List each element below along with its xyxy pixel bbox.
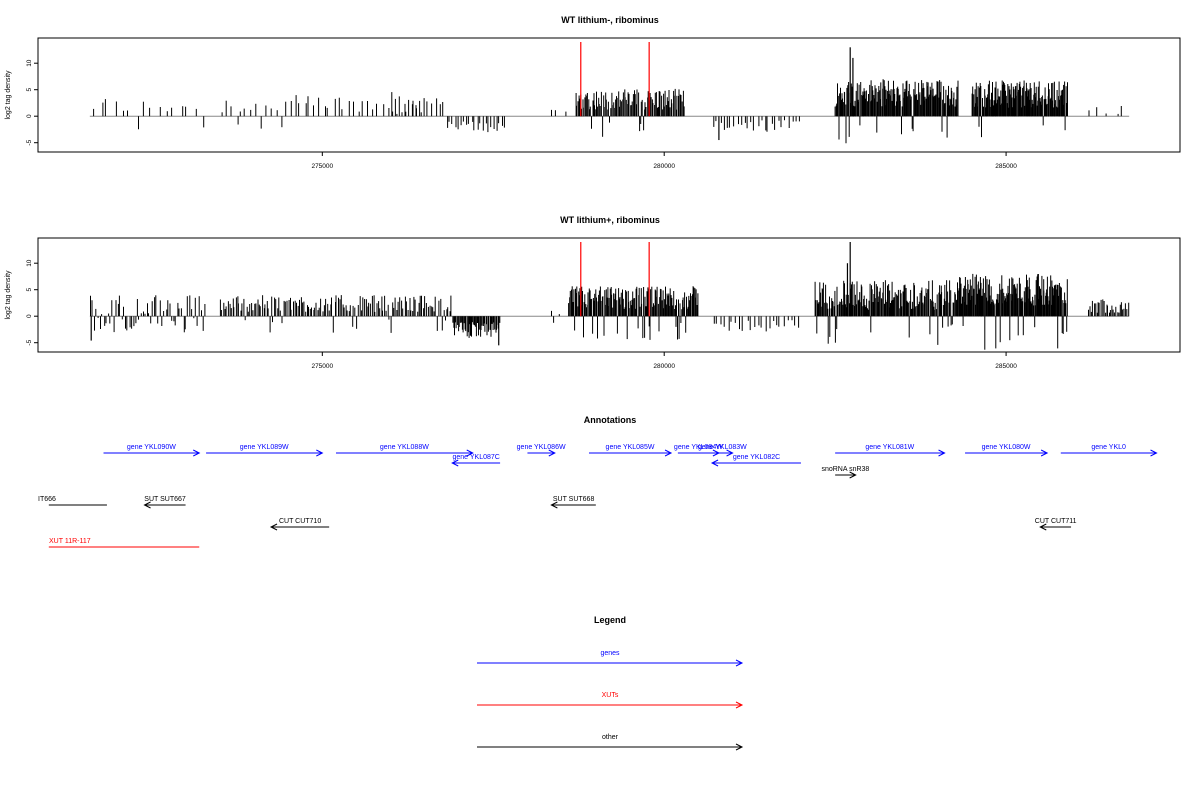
- strand-arrow: [550, 501, 558, 509]
- feature-label: gene YKL087C: [452, 454, 499, 461]
- density-bars: [90, 242, 1130, 350]
- panel-title: WT lithium-, ribominus: [561, 15, 659, 25]
- gene-feature: gene YKL089W: [206, 444, 324, 457]
- gene-feature: gene YKL0: [1060, 444, 1158, 457]
- other-feature: snoRNA snR38: [821, 466, 869, 479]
- strand-arrow: [466, 449, 474, 457]
- strand-arrow: [1039, 523, 1047, 531]
- x-axis: 275000 280000 285000: [311, 152, 1017, 170]
- legend-label: other: [602, 734, 619, 741]
- y-tick-label: 10: [26, 59, 33, 67]
- other-feature: SUT SUT668: [550, 496, 596, 509]
- legend: Legend genes XUTs other: [477, 615, 744, 751]
- gene-feature: gene YKL082C: [710, 454, 801, 467]
- strand-arrow: [849, 471, 857, 479]
- x-tick-label: 280000: [653, 363, 675, 370]
- strand-arrow: [143, 501, 151, 509]
- marker-lines: [580, 242, 650, 317]
- y-tick-label: -5: [26, 339, 33, 345]
- feature-label: gene YKL082C: [733, 454, 780, 461]
- feature-label: gene YKL0: [1091, 444, 1126, 451]
- strand-arrow: [664, 449, 673, 457]
- y-tick-label: 5: [26, 288, 33, 292]
- y-tick-label: 5: [26, 88, 33, 92]
- feature-label: gene YKL081W: [865, 444, 914, 451]
- y-tick-label: 0: [26, 114, 33, 118]
- legend-title: Legend: [594, 615, 626, 625]
- gene-feature: gene YKL088W: [335, 444, 474, 457]
- feature-label: gene YKL083W: [698, 444, 747, 451]
- strand-arrow: [726, 449, 734, 457]
- y-tick-label: 10: [26, 259, 33, 267]
- xut-feature: XUT 11R-117: [48, 538, 200, 548]
- strand-arrow: [710, 459, 719, 467]
- track-panel-lithium-minus: WT lithium-, ribominus log2 tag density …: [5, 15, 1181, 170]
- feature-label: gene YKL090W: [127, 444, 176, 451]
- feature-label: CUT CUT711: [1035, 518, 1077, 525]
- feature-label: snoRNA snR38: [821, 466, 869, 473]
- gene-feature: gene YKL080W: [965, 444, 1049, 457]
- y-axis-label: log2 tag density: [5, 270, 12, 320]
- feature-label: IT666: [38, 496, 56, 503]
- strand-arrow: [548, 449, 556, 457]
- x-tick-label: 285000: [995, 363, 1017, 370]
- y-axis: -5 0 5 10: [26, 59, 39, 146]
- feature-label: gene YKL084W: [674, 444, 723, 451]
- x-axis: 275000 280000 285000: [311, 352, 1017, 370]
- legend-arrow: [735, 701, 744, 709]
- gene-feature: gene YKL085W: [588, 444, 673, 457]
- strand-arrow: [193, 449, 201, 457]
- feature-label: CUT CUT710: [279, 518, 321, 525]
- x-tick-label: 275000: [311, 163, 333, 170]
- x-tick-label: 275000: [311, 363, 333, 370]
- density-bars: [93, 47, 1122, 144]
- legend-label: XUTs: [602, 692, 619, 699]
- y-axis: -5 0 5 10: [26, 259, 39, 346]
- legend-label: genes: [600, 650, 620, 657]
- x-tick-label: 285000: [995, 163, 1017, 170]
- gene-feature: gene YKL086W: [517, 444, 566, 457]
- other-feature: SUT SUT667: [143, 496, 186, 509]
- annotations-track: Annotations gene YKL090W gene YKL089W gene…: [38, 415, 1158, 548]
- y-tick-label: 0: [26, 314, 33, 318]
- x-tick-label: 280000: [653, 163, 675, 170]
- legend-item-xut: XUTs: [477, 692, 744, 709]
- legend-arrow: [735, 659, 744, 667]
- strand-arrow: [451, 459, 459, 467]
- strand-arrow: [938, 449, 946, 457]
- annotations-title: Annotations: [584, 415, 637, 425]
- gene-feature: gene YKL081W: [835, 444, 946, 457]
- strand-arrow: [269, 523, 278, 531]
- feature-label: XUT 11R-117: [49, 538, 91, 545]
- other-feature: CUT CUT711: [1035, 518, 1077, 531]
- strand-arrow: [1040, 449, 1049, 457]
- panel-title: WT lithium+, ribominus: [560, 215, 660, 225]
- other-feature: IT666: [38, 496, 107, 506]
- feature-label: SUT SUT668: [553, 496, 595, 503]
- feature-label: gene YKL088W: [380, 444, 429, 451]
- feature-label: SUT SUT667: [144, 496, 186, 503]
- gene-feature: gene YKL090W: [103, 444, 201, 457]
- y-axis-label: log2 tag density: [5, 70, 12, 120]
- legend-arrow: [735, 743, 744, 751]
- legend-items: genes XUTs other: [477, 650, 744, 751]
- feature-label: gene YKL080W: [982, 444, 1031, 451]
- annotation-features: gene YKL090W gene YKL089W gene YKL088W gene…: [38, 444, 1158, 548]
- strand-arrow: [1150, 449, 1158, 457]
- other-feature: CUT CUT710: [269, 518, 330, 531]
- feature-label: gene YKL089W: [240, 444, 289, 451]
- feature-label: gene YKL086W: [517, 444, 566, 451]
- marker-lines: [580, 42, 650, 117]
- feature-label: gene YKL085W: [606, 444, 655, 451]
- gene-feature: gene YKL087C: [451, 454, 501, 467]
- gene-feature: gene YKL083W: [698, 444, 747, 457]
- strand-arrow: [316, 449, 324, 457]
- track-panel-lithium-plus: WT lithium+, ribominus log2 tag density …: [5, 215, 1181, 370]
- y-tick-label: -5: [26, 139, 33, 145]
- legend-item-gene: genes: [477, 650, 744, 667]
- legend-item-other: other: [477, 734, 744, 751]
